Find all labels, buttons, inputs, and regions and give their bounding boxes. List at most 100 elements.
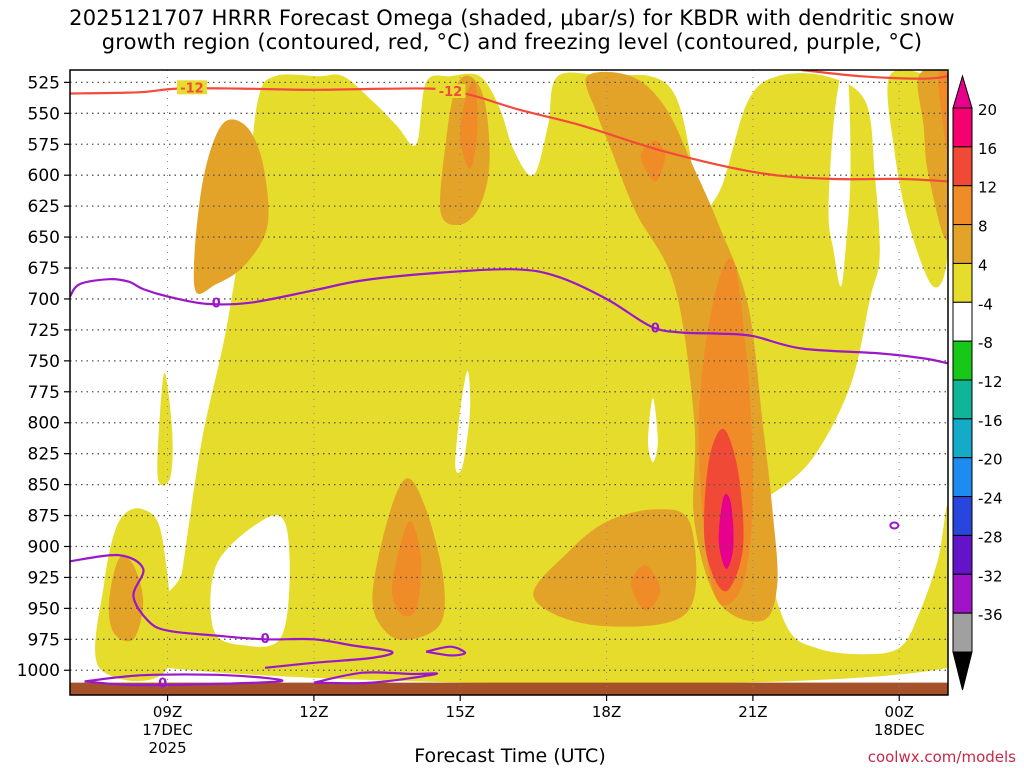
ytick-label-875: 875 <box>28 507 60 527</box>
xtick-label-12Z: 12Z <box>299 703 328 721</box>
colorbar-swatch--12 <box>952 379 973 420</box>
colorbar: 20 16 12 8 4 -4 -8 -12 -16 -20 -24 -28 -32 -36 <box>952 74 1003 691</box>
omega-region-5 <box>193 119 269 294</box>
colorbar-over-arrow <box>952 74 973 109</box>
watermark: coolwx.com/models <box>867 748 1016 766</box>
ytick-label-725: 725 <box>28 321 60 341</box>
ytick-label-800: 800 <box>28 414 60 434</box>
ytick-label-625: 625 <box>28 197 60 217</box>
colorbar-swatch-16 <box>952 146 973 187</box>
ytick-label-525: 525 <box>28 73 60 93</box>
freezing-label-2: 0 <box>158 677 167 692</box>
colorbar-swatch--16 <box>952 418 973 459</box>
omega-region-14 <box>630 564 661 611</box>
freezing-line-0 <box>70 268 948 365</box>
omega-region-10 <box>108 556 144 642</box>
ytick-label-700: 700 <box>28 290 60 310</box>
omega-region-12 <box>391 521 422 617</box>
colorbar-label--20: -20 <box>978 451 1003 469</box>
ytick-label-550: 550 <box>28 104 60 124</box>
xtick-label-00Z: 00Z <box>885 703 914 721</box>
dendritic-label-bg-1 <box>435 84 466 99</box>
ytick-label-950: 950 <box>28 599 60 619</box>
colorbar-label--36: -36 <box>978 606 1003 624</box>
terrain-surface <box>70 682 948 695</box>
ytick-label-1000: 1000 <box>17 661 60 681</box>
colorbar-label-8: 8 <box>978 218 988 236</box>
colorbar-swatch--32 <box>952 573 973 614</box>
xtick-sub2-09Z: 2025 <box>148 739 186 757</box>
colorbar-label-4: 4 <box>978 256 988 274</box>
colorbar-swatch--28 <box>952 534 973 575</box>
colorbar-label-20: 20 <box>978 101 997 119</box>
ytick-label-925: 925 <box>28 568 60 588</box>
colorbar-swatch-8 <box>952 224 973 264</box>
omega-shading <box>70 70 948 695</box>
colorbar-label--12: -12 <box>978 373 1003 391</box>
plot-frame <box>69 69 949 696</box>
colorbar-swatch--24 <box>952 496 973 536</box>
x-axis-label: Forecast Time (UTC) <box>414 745 606 767</box>
freezing-line-4 <box>425 645 467 657</box>
colorbar-swatch--4 <box>952 301 973 342</box>
colorbar-swatch--20 <box>952 457 973 498</box>
dendritic-label-1: -12 <box>439 85 463 100</box>
xtick-label-18Z: 18Z <box>592 703 621 721</box>
colorbar-label-16: 16 <box>978 140 997 158</box>
dendritic-label-0: -12 <box>180 81 204 96</box>
ytick-label-600: 600 <box>28 166 60 186</box>
colorbar-swatch-4 <box>952 262 973 303</box>
colorbar-label--32: -32 <box>978 567 1003 585</box>
omega-region-23 <box>648 398 658 463</box>
contour-lines: -12 -12 0 0 0 0 <box>70 70 948 692</box>
colorbar-swatch--36 <box>952 612 973 653</box>
colorbar-label--4: -4 <box>978 295 993 313</box>
ytick-label-650: 650 <box>28 228 60 248</box>
chart-title-line-2: growth region (contoured, red, °C) and f… <box>101 30 923 54</box>
omega-region-2 <box>157 372 173 486</box>
xtick-label-15Z: 15Z <box>446 703 475 721</box>
freezing-line-3 <box>313 671 439 685</box>
colorbar-under-arrow <box>952 651 973 691</box>
axes: 525 550 575 600 625 650 675 700 725 750 775 800 825 8… <box>17 69 949 757</box>
xtick-sub1-09Z: 17DEC <box>142 721 193 739</box>
colorbar-swatch--8 <box>952 340 973 381</box>
colorbar-label--24: -24 <box>978 490 1003 508</box>
omega-region-13 <box>460 81 478 170</box>
xtick-label-21Z: 21Z <box>738 703 767 721</box>
dendritic-minus12-line-2 <box>801 70 948 80</box>
ytick-label-825: 825 <box>28 445 60 465</box>
ytick-label-750: 750 <box>28 352 60 372</box>
omega-region-20 <box>98 70 149 190</box>
colorbar-label--28: -28 <box>978 528 1003 546</box>
omega-region-21 <box>210 515 290 647</box>
ytick-label-775: 775 <box>28 383 60 403</box>
freezing-label-3: 0 <box>651 321 660 336</box>
ytick-label-675: 675 <box>28 259 60 279</box>
omega-region-11 <box>917 70 948 240</box>
chart-title-line-1: 2025121707 HRRR Forecast Omega (shaded, … <box>69 6 955 30</box>
ytick-label-975: 975 <box>28 630 60 650</box>
freezing-label-0: 0 <box>212 297 221 312</box>
colorbar-label--8: -8 <box>978 334 993 352</box>
ytick-label-900: 900 <box>28 537 60 557</box>
xtick-sub1-00Z: 18DEC <box>874 721 925 739</box>
ytick-label-575: 575 <box>28 135 60 155</box>
ytick-label-850: 850 <box>28 476 60 496</box>
omega-region-17 <box>938 70 948 153</box>
omega-region-22 <box>455 370 471 473</box>
colorbar-label-12: 12 <box>978 179 997 197</box>
omega-region-19 <box>718 494 734 569</box>
colorbar-label--16: -16 <box>978 412 1003 430</box>
freezing-line-2 <box>84 673 284 687</box>
dendritic-label-bg-0 <box>176 80 207 95</box>
grid-lines <box>70 70 948 695</box>
freezing-ring <box>889 521 900 530</box>
chart-title: 2025121707 HRRR Forecast Omega (shaded, … <box>0 6 1024 54</box>
xtick-label-09Z: 09Z <box>153 703 182 721</box>
freezing-label-1: 0 <box>261 632 270 647</box>
freezing-line-1 <box>70 553 394 669</box>
colorbar-swatch-12 <box>952 185 973 226</box>
colorbar-swatch-20 <box>952 107 973 148</box>
